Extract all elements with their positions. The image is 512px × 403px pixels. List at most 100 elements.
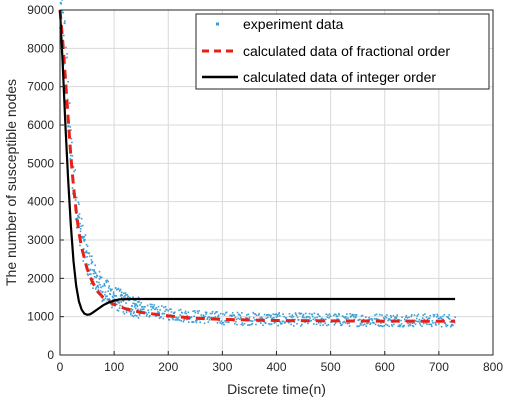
experiment-data-point [263, 313, 266, 316]
experiment-data-point [378, 325, 381, 327]
experiment-data-point [341, 315, 344, 317]
experiment-data-point [109, 293, 112, 295]
experiment-data-point [85, 251, 87, 254]
experiment-data-point [353, 316, 355, 318]
experiment-data-point [335, 313, 337, 316]
x-tick-label: 600 [375, 360, 395, 374]
experiment-data-point [94, 288, 97, 290]
experiment-data-point [138, 313, 141, 315]
experiment-data-point [261, 317, 264, 320]
experiment-data-point [106, 298, 109, 301]
experiment-data-point [446, 316, 448, 318]
experiment-data-point [84, 256, 86, 259]
experiment-data-point [326, 324, 328, 327]
experiment-data-point [241, 322, 244, 324]
experiment-data-point [204, 311, 207, 314]
experiment-data-point [160, 316, 163, 318]
experiment-data-point [71, 187, 74, 189]
experiment-data-point [209, 317, 211, 319]
x-tick-label: 100 [104, 360, 124, 374]
experiment-data-point [225, 321, 227, 323]
experiment-data-point [385, 316, 388, 319]
experiment-data-point [358, 325, 361, 327]
experiment-data-point [251, 320, 254, 322]
experiment-data-point [208, 316, 210, 318]
experiment-data-point [371, 319, 374, 322]
experiment-data-point [83, 240, 86, 242]
experiment-data-point [442, 318, 445, 321]
experiment-data-point [120, 291, 123, 294]
experiment-data-point [264, 322, 267, 325]
experiment-data-point [252, 311, 255, 314]
experiment-data-point [90, 259, 93, 261]
experiment-data-point [180, 320, 183, 322]
experiment-data-point [162, 317, 165, 320]
experiment-data-point [143, 308, 145, 311]
experiment-data-point [397, 325, 400, 328]
x-tick-label: 0 [57, 360, 64, 374]
experiment-data-point [260, 316, 263, 319]
experiment-data-point [147, 311, 150, 314]
experiment-data-point [440, 325, 443, 328]
experiment-data-point [349, 312, 351, 315]
experiment-data-point [324, 318, 327, 321]
experiment-data-point [82, 237, 85, 239]
experiment-data-point [193, 315, 196, 318]
experiment-data-point [114, 287, 117, 289]
experiment-data-point [419, 322, 421, 325]
experiment-data-point [452, 324, 454, 327]
experiment-data-point [418, 320, 420, 323]
experiment-data-point [231, 312, 234, 314]
experiment-data-point [101, 300, 104, 303]
experiment-data-point [204, 315, 206, 318]
experiment-data-point [338, 313, 341, 316]
experiment-data-point [283, 315, 285, 318]
experiment-data-point [294, 312, 297, 314]
experiment-data-point [342, 321, 344, 324]
experiment-data-point [317, 322, 320, 324]
experiment-data-point [309, 317, 311, 319]
experiment-data-point [355, 314, 358, 316]
experiment-data-point [107, 299, 110, 301]
experiment-data-point [274, 321, 277, 323]
experiment-data-point [229, 314, 231, 317]
experiment-data-point [213, 312, 216, 315]
y-tick-label: 4000 [27, 195, 54, 209]
experiment-data-point [445, 325, 448, 328]
experiment-data-point [405, 314, 408, 317]
experiment-data-point [223, 314, 226, 316]
experiment-data-point [320, 321, 322, 324]
experiment-data-point [393, 318, 396, 321]
experiment-data-point [81, 236, 83, 239]
y-tick-label: 0 [47, 348, 54, 362]
experiment-data-point [85, 243, 88, 246]
y-tick-label: 2000 [27, 271, 54, 285]
experiment-data-point [90, 282, 92, 285]
experiment-data-point [291, 314, 293, 316]
experiment-data-point [311, 313, 314, 316]
experiment-data-point [103, 299, 105, 301]
experiment-data-point [319, 315, 321, 318]
experiment-data-point [60, 2, 62, 5]
experiment-data-point [145, 314, 148, 317]
experiment-data-point [239, 314, 242, 317]
experiment-data-point [149, 303, 152, 306]
experiment-data-point [71, 141, 73, 144]
experiment-data-point [245, 314, 248, 316]
experiment-data-point [251, 322, 253, 325]
experiment-data-point [302, 315, 304, 317]
experiment-data-point [390, 324, 393, 326]
experiment-data-point [205, 313, 207, 315]
experiment-data-point [179, 308, 182, 311]
experiment-data-point [219, 312, 222, 315]
experiment-data-point [140, 302, 142, 304]
experiment-data-point [313, 323, 315, 325]
y-tick-label: 5000 [27, 156, 54, 170]
x-tick-label: 300 [212, 360, 232, 374]
experiment-data-point [295, 313, 297, 316]
experiment-data-point [247, 313, 250, 316]
experiment-data-point [82, 260, 85, 262]
experiment-data-point [80, 217, 83, 220]
experiment-data-point [163, 306, 165, 309]
experiment-data-point [266, 314, 269, 316]
